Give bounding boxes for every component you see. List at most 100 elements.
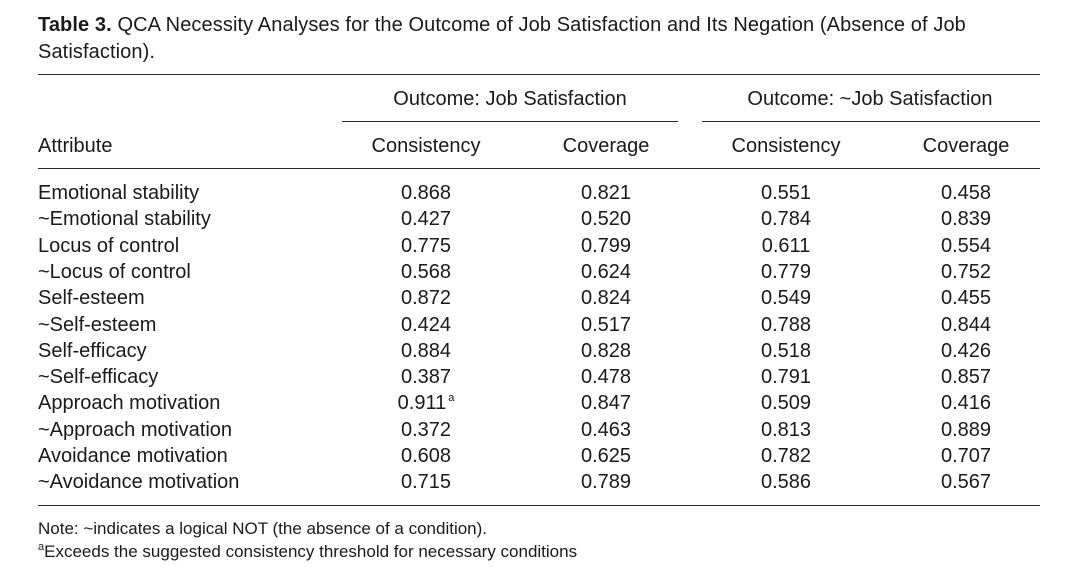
cell-value: 0.424 <box>400 313 452 336</box>
group-rule-absence-job-satisfaction <box>702 121 1040 122</box>
cell-value: 0.568 <box>400 260 452 283</box>
cell-value: 0.463 <box>580 418 632 441</box>
cell-value: 0.847 <box>580 392 632 415</box>
footnote-mark: a <box>38 541 45 553</box>
cell-value: 0.911 <box>397 392 447 415</box>
attribute-cell: Locus of control <box>38 233 179 259</box>
js-consistency-cell: 0.387 <box>401 364 451 390</box>
njs-consistency-cell: 0.782 <box>761 443 811 469</box>
js-consistency-cell: 0.424 <box>401 312 451 338</box>
js-coverage-cell: 0.520 <box>581 206 631 232</box>
njs-coverage-cell: 0.844 <box>941 312 991 338</box>
cell-value: 0.889 <box>940 418 992 441</box>
cell-value: 0.782 <box>760 445 812 467</box>
js-consistency-cell: 0.872 <box>401 285 451 311</box>
column-header-coverage: Coverage <box>922 135 1010 157</box>
njs-consistency-cell: 0.549 <box>761 285 811 311</box>
column-header-coverage: Coverage <box>562 135 650 157</box>
njs-coverage-cell: 0.889 <box>941 417 991 443</box>
njs-coverage-cell: 0.567 <box>941 469 991 495</box>
attribute-cell: ~Approach motivation <box>38 417 232 443</box>
js-consistency-cell: 0.884 <box>401 338 451 364</box>
js-consistency-cell: 0.868 <box>401 180 451 206</box>
js-coverage-cell: 0.828 <box>581 338 631 364</box>
cell-value: 0.372 <box>400 418 452 441</box>
cell-value: 0.567 <box>940 471 992 494</box>
table-caption: Table 3. QCA Necessity Analyses for the … <box>38 12 1048 66</box>
cell-value: 0.707 <box>940 445 992 467</box>
cell-value: 0.549 <box>760 287 812 310</box>
js-coverage-cell: 0.847 <box>581 390 631 416</box>
cell-value: 0.611 <box>761 234 811 257</box>
top-rule <box>38 74 1040 75</box>
cell-value: 0.478 <box>580 366 632 389</box>
attribute-label: ~Self-esteem <box>38 313 157 336</box>
column-header-consistency: Consistency <box>731 135 841 157</box>
cell-value: 0.789 <box>580 471 632 494</box>
attribute-label: ~Locus of control <box>38 260 191 283</box>
cell-value: 0.509 <box>760 392 812 415</box>
js-coverage-cell: 0.624 <box>581 259 631 285</box>
njs-coverage-cell: 0.426 <box>941 338 991 364</box>
njs-consistency-cell: 0.518 <box>761 338 811 364</box>
cell-value: 0.387 <box>400 366 452 389</box>
cell-value: 0.455 <box>940 287 992 310</box>
cell-value: 0.752 <box>940 260 992 283</box>
js-consistency-cell: 0.427 <box>401 206 451 232</box>
njs-consistency-cell: 0.779 <box>761 259 811 285</box>
attribute-label: Self-esteem <box>38 287 145 310</box>
footnote-mark: a <box>448 392 455 405</box>
attribute-label: ~Approach motivation <box>38 418 233 441</box>
attribute-label: Emotional stability <box>38 182 200 204</box>
cell-value: 0.844 <box>940 313 992 336</box>
attribute-label: ~Self-efficacy <box>38 366 159 389</box>
njs-consistency-cell: 0.813 <box>761 417 811 443</box>
cell-value: 0.824 <box>580 287 632 310</box>
attribute-cell: Self-efficacy <box>38 338 147 364</box>
table-footnote: aExceeds the suggested consistency thres… <box>38 541 577 565</box>
njs-coverage-cell: 0.752 <box>941 259 991 285</box>
js-coverage-cell: 0.799 <box>581 233 631 259</box>
cell-value: 0.775 <box>400 234 452 257</box>
cell-value: 0.427 <box>400 208 452 231</box>
njs-consistency-cell: 0.551 <box>761 180 811 206</box>
cell-value: 0.624 <box>580 260 632 283</box>
njs-consistency-cell: 0.784 <box>761 206 811 232</box>
js-coverage-cell: 0.824 <box>581 285 631 311</box>
njs-consistency-cell: 0.791 <box>761 364 811 390</box>
column-header-attribute: Attribute <box>38 135 113 157</box>
footnote-text: Exceeds the suggested consistency thresh… <box>44 542 578 561</box>
njs-consistency-cell: 0.611 <box>762 233 811 259</box>
cell-value: 0.813 <box>760 418 812 441</box>
njs-coverage-cell: 0.455 <box>941 285 991 311</box>
attribute-label: Approach motivation <box>38 392 221 415</box>
cell-value: 0.458 <box>940 182 992 204</box>
js-consistency-cell: 0.608 <box>401 443 451 469</box>
njs-coverage-cell: 0.416 <box>941 390 991 416</box>
table-label: Table 3. <box>38 14 112 36</box>
cell-value: 0.779 <box>760 260 812 283</box>
njs-coverage-cell: 0.839 <box>941 206 991 232</box>
cell-value: 0.791 <box>760 366 812 389</box>
js-coverage-cell: 0.625 <box>581 443 631 469</box>
js-coverage-cell: 0.463 <box>581 417 631 443</box>
cell-value: 0.517 <box>580 313 632 336</box>
attribute-label: Avoidance motivation <box>38 445 228 467</box>
group-rule-job-satisfaction <box>342 121 678 122</box>
js-coverage-cell: 0.821 <box>581 180 631 206</box>
cell-value: 0.426 <box>940 339 992 362</box>
header-rule <box>38 168 1040 169</box>
cell-value: 0.416 <box>940 392 992 415</box>
cell-value: 0.857 <box>940 366 992 389</box>
attribute-label: Locus of control <box>38 234 180 257</box>
njs-coverage-cell: 0.458 <box>941 180 991 206</box>
njs-consistency-cell: 0.788 <box>761 312 811 338</box>
cell-value: 0.608 <box>400 445 452 467</box>
cell-value: 0.554 <box>940 234 992 257</box>
table-title: QCA Necessity Analyses for the Outcome o… <box>38 14 966 63</box>
cell-value: 0.872 <box>400 287 452 310</box>
attribute-cell: Avoidance motivation <box>38 443 228 469</box>
cell-value: 0.884 <box>400 339 452 362</box>
js-consistency-cell: 0.911 a <box>398 390 455 419</box>
